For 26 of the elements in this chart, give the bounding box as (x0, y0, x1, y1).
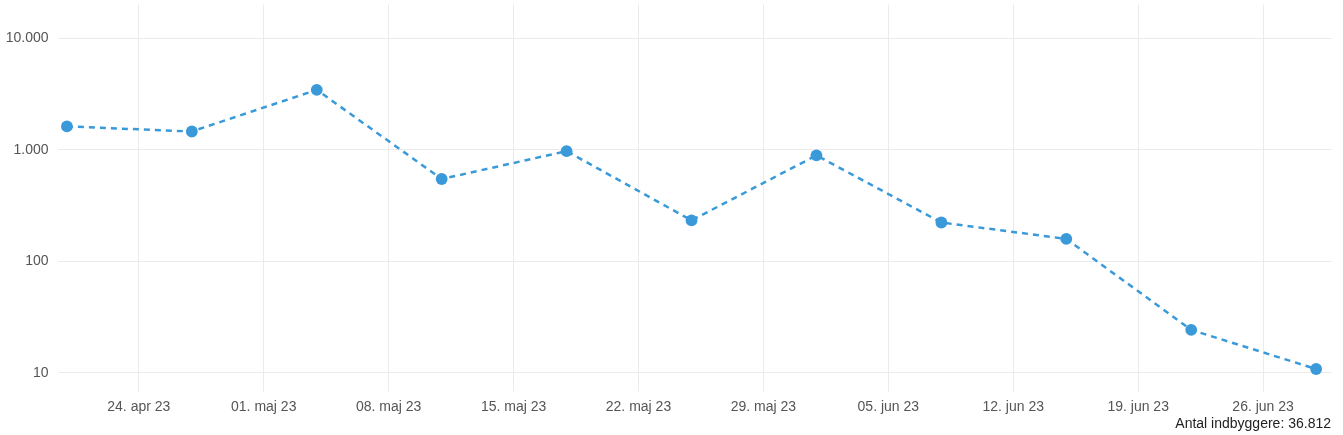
point (685, 214, 698, 227)
point (1060, 232, 1073, 245)
y-tick-label: 10.000 (5, 29, 49, 46)
y-tick-label: 1.000 (13, 140, 49, 157)
point (310, 83, 323, 96)
y-tick-label: 100 (25, 252, 49, 269)
x-tick-label: 26. jun 23 (1232, 397, 1295, 414)
point (1310, 363, 1323, 375)
x-tick-label: 22. maj 23 (605, 397, 672, 414)
x-tick-label: 01. maj 23 (231, 397, 297, 414)
x-tick-label: 24. apr 23 (107, 397, 171, 414)
point (560, 145, 573, 158)
text: Antal indbyggere: 36.812 (1175, 415, 1332, 431)
x-tick-label: 15. maj 23 (480, 397, 547, 414)
point (1185, 323, 1198, 336)
x-tick-label: 08. maj 23 (355, 397, 422, 414)
point (185, 125, 198, 138)
point (935, 216, 948, 229)
y-tick-label: 10 (32, 363, 49, 380)
point (61, 120, 73, 133)
point (435, 173, 448, 185)
x-tick-label: 19. jun 23 (1107, 397, 1170, 414)
x-tick-label: 12. jun 23 (982, 397, 1045, 414)
x-tick-label: 29. maj 23 (730, 397, 797, 414)
x-tick-label: 05. jun 23 (857, 397, 920, 414)
point (810, 149, 823, 162)
